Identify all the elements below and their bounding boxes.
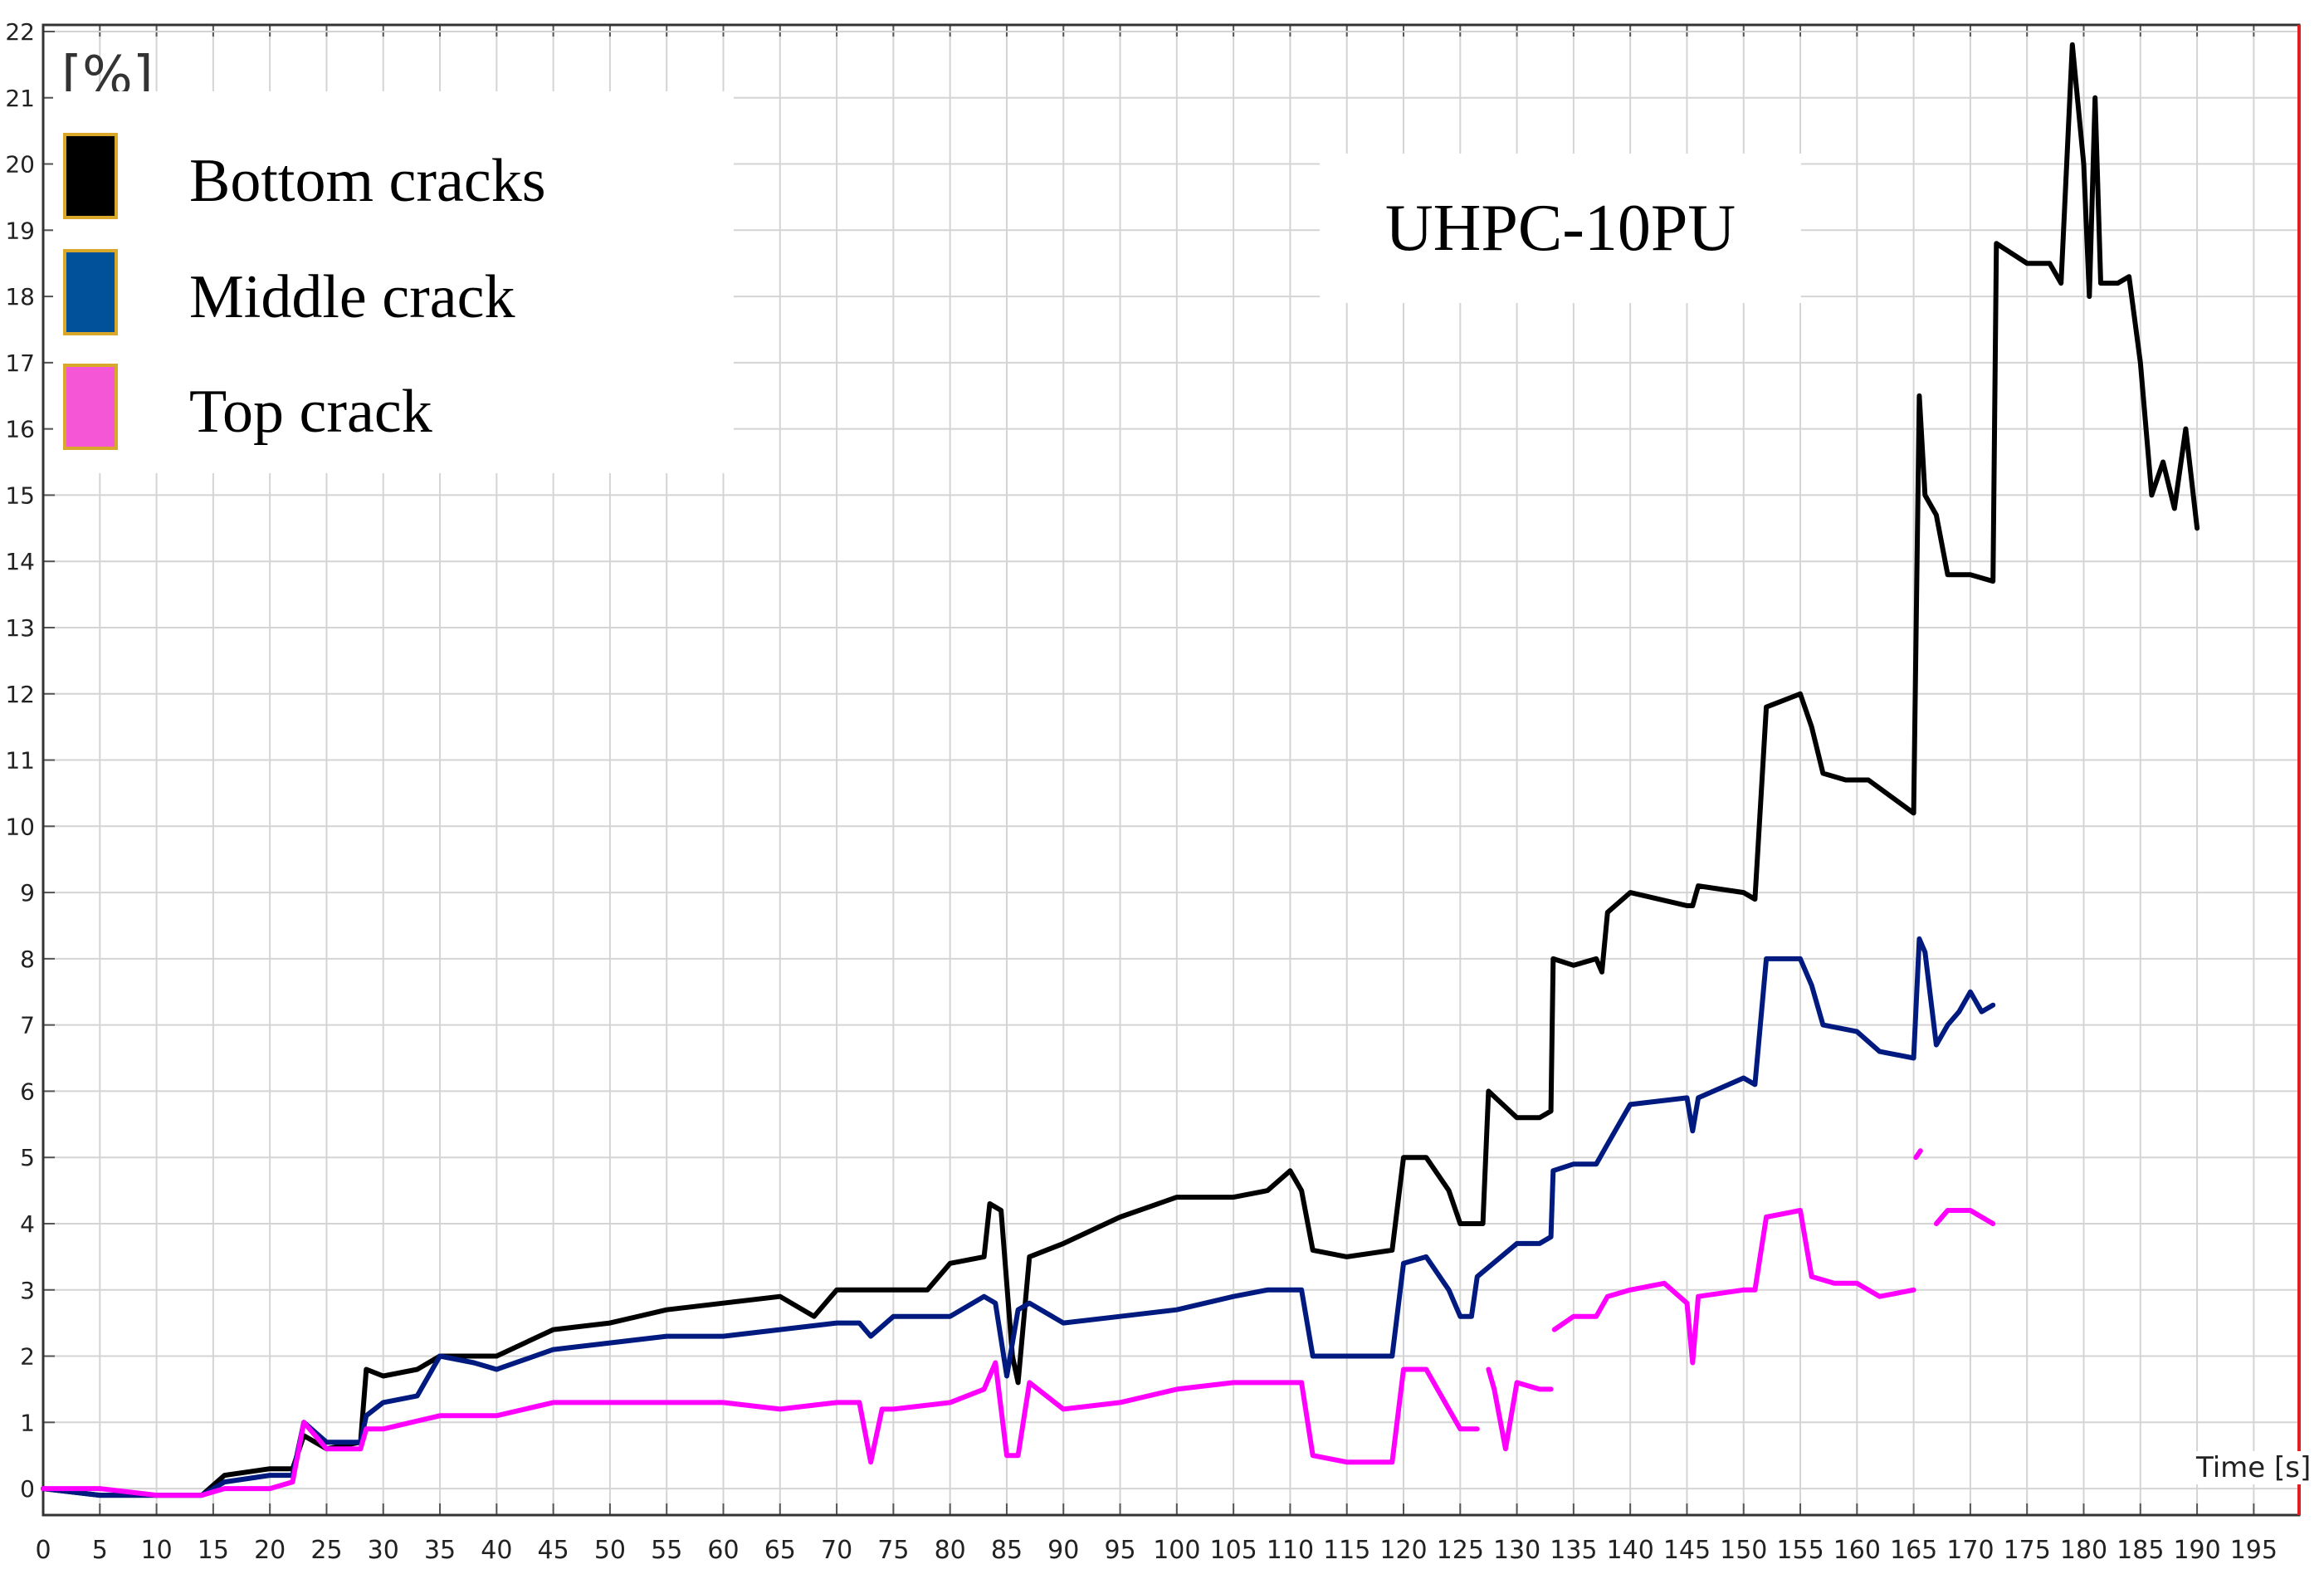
y-tick-label: 20 xyxy=(5,151,35,178)
x-tick-label: 95 xyxy=(1104,1536,1135,1565)
y-tick-label: 6 xyxy=(20,1078,35,1105)
x-tick-label: 165 xyxy=(1890,1536,1937,1565)
x-tick-label: 145 xyxy=(1663,1536,1711,1565)
series-top-crack-segment xyxy=(1933,1208,1996,1226)
x-tick-label: 90 xyxy=(1047,1536,1079,1565)
y-tick-label: 1 xyxy=(20,1409,35,1436)
x-tick-label: 110 xyxy=(1267,1536,1314,1565)
x-tick-label: 115 xyxy=(1323,1536,1370,1565)
series-top-crack-segment xyxy=(1913,1148,1923,1161)
x-tick-label: 170 xyxy=(1946,1536,1994,1565)
x-tick-label: 175 xyxy=(2004,1536,2051,1565)
x-tick-label: 25 xyxy=(310,1536,342,1565)
x-tick-label: 30 xyxy=(368,1536,399,1565)
x-tick-label: 40 xyxy=(481,1536,512,1565)
legend-label-bottom-cracks: Bottom cracks xyxy=(189,147,546,215)
x-tick-label: 35 xyxy=(424,1536,456,1565)
series-lines xyxy=(41,42,2200,1498)
x-tick-label: 120 xyxy=(1379,1536,1427,1565)
legend-swatch-bottom-cracks xyxy=(63,133,118,219)
legend-swatch-top-crack xyxy=(63,364,118,450)
x-axis-label: Time [s] xyxy=(2193,1451,2315,1484)
x-tick-label: 20 xyxy=(254,1536,286,1565)
y-tick-label: 2 xyxy=(20,1343,35,1371)
x-tick-label: 105 xyxy=(1209,1536,1257,1565)
x-tick-label: 5 xyxy=(92,1536,108,1565)
x-tick-label: 65 xyxy=(764,1536,796,1565)
x-tick-label: 130 xyxy=(1493,1536,1540,1565)
y-tick-label: 5 xyxy=(20,1144,35,1171)
y-tick-label: 19 xyxy=(5,217,35,244)
y-tick-label: 9 xyxy=(20,879,35,907)
legend-label-middle-crack: Middle crack xyxy=(189,263,515,331)
x-tick-label: 180 xyxy=(2060,1536,2107,1565)
y-tick-label: 12 xyxy=(5,681,35,708)
x-tick-label: 150 xyxy=(1720,1536,1767,1565)
x-tick-label: 160 xyxy=(1833,1536,1881,1565)
y-tick-label: 4 xyxy=(20,1210,35,1238)
legend-item-bottom-cracks: Bottom cracks xyxy=(63,133,727,224)
x-tick-label: 70 xyxy=(821,1536,852,1565)
y-tick-label: 8 xyxy=(20,946,35,973)
y-tick-label: 22 xyxy=(5,18,35,46)
x-tick-label: 55 xyxy=(651,1536,682,1565)
y-tick-label: 18 xyxy=(5,283,35,310)
legend-item-top-crack: Top crack xyxy=(63,364,727,455)
x-tick-label: 195 xyxy=(2230,1536,2278,1565)
y-tick-label: 14 xyxy=(5,548,35,575)
x-tick-label: 60 xyxy=(707,1536,739,1565)
x-tick-label: 140 xyxy=(1607,1536,1654,1565)
plot-frame xyxy=(42,23,2301,1517)
legend: Bottom cracks Middle crack Top crack xyxy=(53,91,734,473)
y-tick-label: 17 xyxy=(5,350,35,377)
y-tick-label: 15 xyxy=(5,482,35,509)
chart-annotation-title: UHPC-10PU xyxy=(1320,154,1801,303)
series-middle-crack-line xyxy=(41,936,1996,1498)
x-tick-label: 0 xyxy=(35,1536,51,1565)
y-tick-label: 0 xyxy=(20,1475,35,1503)
y-tick-label: 7 xyxy=(20,1012,35,1039)
x-tick-label: 45 xyxy=(538,1536,569,1565)
x-tick-label: 125 xyxy=(1437,1536,1484,1565)
x-tick-label: 80 xyxy=(935,1536,966,1565)
y-tick-label: 10 xyxy=(5,813,35,840)
y-tick-label: 3 xyxy=(20,1277,35,1304)
x-tick-label: 15 xyxy=(198,1536,229,1565)
series-top-crack-line xyxy=(41,1360,1480,1498)
grid-lines xyxy=(42,25,2299,1515)
x-tick-label: 155 xyxy=(1776,1536,1824,1565)
x-tick-label: 135 xyxy=(1550,1536,1597,1565)
legend-item-middle-crack: Middle crack xyxy=(63,249,727,340)
x-tick-label: 50 xyxy=(594,1536,626,1565)
x-tick-label: 190 xyxy=(2173,1536,2220,1565)
x-tick-label: 85 xyxy=(991,1536,1023,1565)
y-tick-label: 21 xyxy=(5,85,35,112)
x-tick-labels: 0 5 10 15 20 25 30 35 40 45 50 55 60 65 70 75 80 85 90 95 10… xyxy=(35,1536,2278,1565)
y-tick-label: 16 xyxy=(5,416,35,443)
legend-label-top-crack: Top crack xyxy=(189,378,432,446)
x-tick-label: 185 xyxy=(2116,1536,2164,1565)
y-tick-label: 13 xyxy=(5,614,35,642)
legend-swatch-middle-crack xyxy=(63,249,118,335)
x-tick-label: 75 xyxy=(877,1536,909,1565)
x-tick-label: 10 xyxy=(140,1536,172,1565)
y-tick-label: 11 xyxy=(5,747,35,775)
series-bottom-cracks-line xyxy=(41,42,2200,1498)
x-tick-label: 100 xyxy=(1153,1536,1200,1565)
series-top-crack-segment xyxy=(1551,1208,1916,1366)
series-top-crack-segment xyxy=(1486,1366,1554,1452)
